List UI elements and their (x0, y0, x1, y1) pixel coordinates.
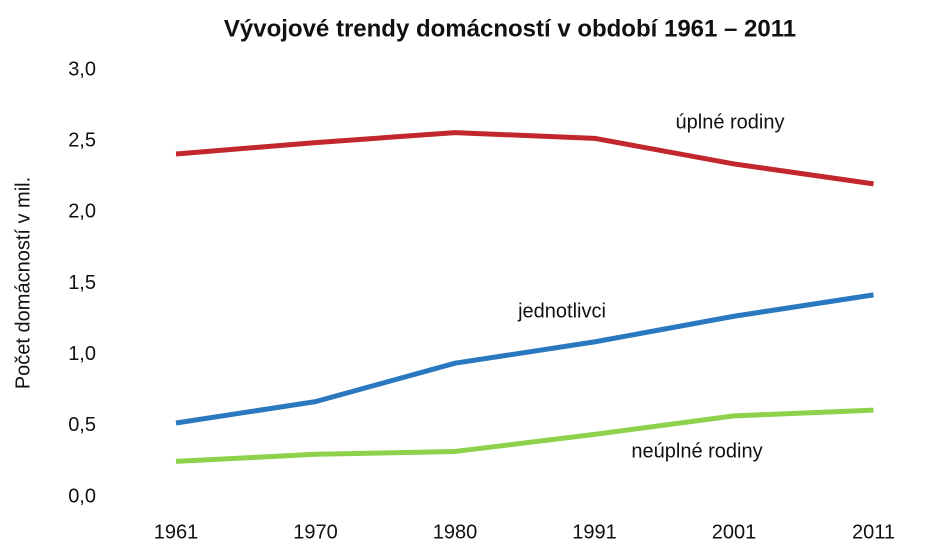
x-tick-label: 2011 (852, 521, 895, 543)
x-tick-label: 1980 (433, 521, 478, 543)
y-tick-label: 1,5 (68, 272, 96, 294)
y-tick-label: 0,0 (68, 485, 96, 507)
series-line (175, 292, 874, 426)
x-tick-label: 1970 (293, 521, 338, 543)
y-tick-label: 2,0 (68, 201, 96, 223)
series-line (175, 407, 874, 464)
series-label: jednotlivci (517, 300, 606, 322)
chart-title: Vývojové trendy domácností v období 1961… (224, 15, 796, 42)
x-tick-label: 1961 (154, 521, 199, 543)
y-tick-label: 3,0 (68, 58, 96, 80)
x-tick-label: 1991 (572, 521, 617, 543)
series-label: úplné rodiny (676, 111, 785, 133)
y-tick-label: 2,5 (68, 129, 96, 151)
y-tick-label: 0,5 (68, 414, 96, 436)
y-axis-label: Počet domácností v mil. (12, 177, 34, 389)
series-line (175, 130, 874, 187)
x-tick-label: 2001 (712, 521, 757, 543)
series-label: neúplné rodiny (631, 440, 762, 462)
y-tick-label: 1,0 (68, 343, 96, 365)
